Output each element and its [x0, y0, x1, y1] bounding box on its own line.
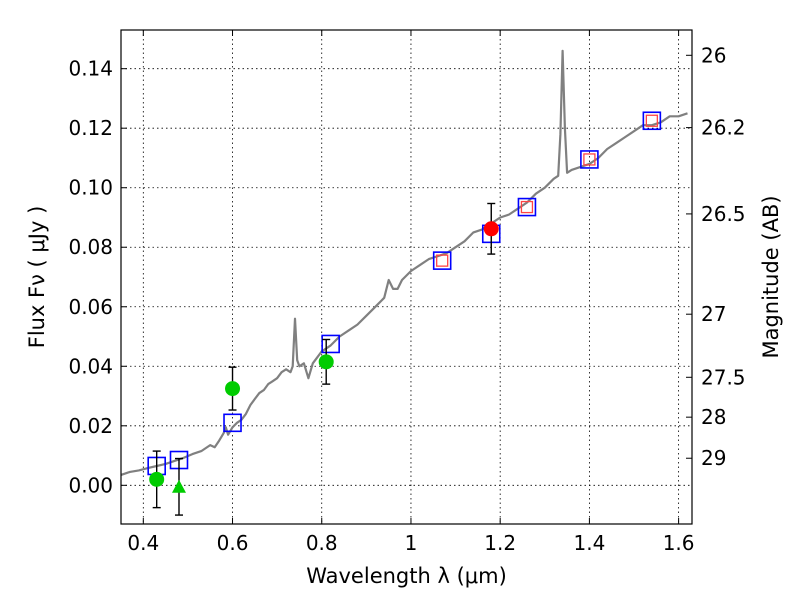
y-tick-label: 0.00 — [68, 473, 113, 497]
y-tick-label: 0.12 — [68, 116, 113, 140]
y2-tick-label: 27.5 — [701, 365, 746, 389]
x-tick-label: 1.2 — [484, 531, 516, 555]
model-photometry-square — [321, 334, 340, 354]
x-axis-label: Wavelength λ (μm) — [306, 564, 507, 588]
x-tick-label: 0.6 — [217, 531, 249, 555]
model-photometry-square — [642, 111, 662, 131]
plot-frame — [120, 29, 693, 525]
y-tick-label: 0.06 — [68, 295, 113, 319]
x-tick-label: 0.4 — [127, 531, 159, 555]
nir-photometry-point — [483, 221, 499, 237]
hst-upper-limit-square — [520, 200, 534, 214]
x-tick-label: 0.8 — [306, 531, 338, 555]
y2-tick-label: 26.2 — [701, 116, 746, 140]
y-tick-label: 0.14 — [68, 57, 113, 81]
optical-photometry-point — [149, 471, 165, 487]
spectrum-line — [121, 49, 688, 476]
x-tick-label: 1 — [405, 531, 418, 555]
y2-axis-label: Magnitude (AB) — [759, 195, 783, 358]
x-tick-label: 1.4 — [573, 531, 605, 555]
y-axis-label: Flux Fν ( μJy ) — [25, 206, 49, 349]
grid-layer — [121, 30, 692, 524]
y-tick-label: 0.10 — [68, 176, 113, 200]
model-photometry-square — [223, 413, 242, 433]
y2-tick-label: 29 — [701, 446, 726, 470]
model-photometry-square — [517, 197, 537, 217]
y2-tick-label: 28 — [701, 405, 726, 429]
optical-triangle-point — [171, 479, 186, 493]
x-tick-label: 1.6 — [663, 531, 695, 555]
y2-tick-label: 26.5 — [701, 202, 746, 226]
hst-upper-limit-square — [645, 114, 659, 127]
y2-tick-label: 26 — [701, 43, 726, 67]
tick-layer: 0.4 0.6 0.8 1 1.2 1.4 1.6 0.00 0.02 0.04 0.06 0.08 0… — [68, 30, 746, 555]
hst-upper-limit-square — [583, 153, 596, 166]
y-tick-label: 0.04 — [68, 354, 113, 378]
model-photometry-square — [580, 150, 599, 169]
optical-photometry-point — [225, 381, 241, 397]
model-photometry-square — [432, 251, 452, 270]
y-tick-label: 0.08 — [68, 235, 113, 259]
hst-upper-limit-square — [436, 254, 449, 267]
y2-tick-label: 27 — [701, 302, 726, 326]
data-layer — [121, 49, 688, 516]
optical-photometry-point — [318, 354, 334, 370]
y-tick-label: 0.02 — [68, 414, 113, 438]
